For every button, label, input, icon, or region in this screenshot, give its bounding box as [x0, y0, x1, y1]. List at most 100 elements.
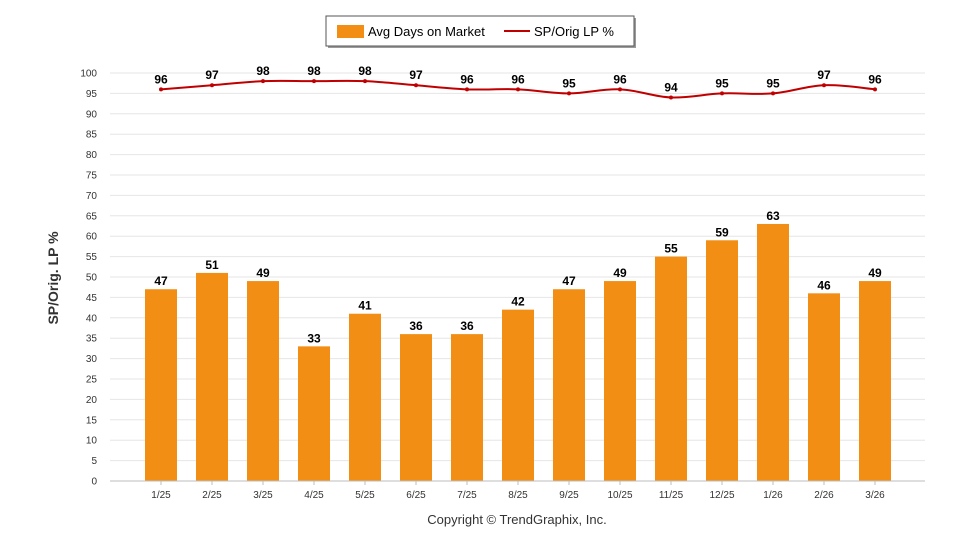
line-point — [516, 87, 520, 92]
bar — [502, 309, 534, 481]
y-axis: 0 5 10 15 20 25 30 35 40 45 50 55 60 65 70 75 80 85 90 95 10… — [80, 69, 97, 488]
x-tick-label: 10/25 — [607, 490, 632, 501]
bar — [298, 346, 330, 481]
bar-data-label: 63 — [766, 209, 780, 223]
bar-data-label: 47 — [562, 274, 576, 288]
line-point — [159, 87, 163, 92]
bar — [145, 289, 177, 481]
y-tick-label: 55 — [86, 252, 98, 263]
y-tick-label: 15 — [86, 415, 98, 426]
bar-data-label: 36 — [409, 319, 423, 333]
x-tick-label: 3/26 — [865, 490, 885, 501]
line-data-label: 96 — [511, 72, 525, 86]
y-tick-label: 65 — [86, 211, 98, 222]
y-tick-label: 30 — [86, 354, 98, 365]
line-point — [771, 91, 775, 96]
bar — [553, 289, 585, 481]
line-data-label: 98 — [256, 64, 270, 78]
line-point — [363, 79, 367, 84]
x-tick-label: 2/26 — [814, 490, 834, 501]
line-data-label: 95 — [766, 76, 780, 90]
y-tick-label: 45 — [86, 293, 98, 304]
bar-data-label: 47 — [154, 274, 168, 288]
x-tick-label: 6/25 — [406, 490, 426, 501]
y-tick-label: 20 — [86, 395, 98, 406]
line-point — [567, 91, 571, 96]
y-tick-label: 0 — [91, 477, 97, 488]
bar-data-label: 49 — [613, 266, 627, 280]
line-data-label: 94 — [664, 80, 678, 94]
line-data-label: 96 — [613, 72, 627, 86]
bar — [859, 281, 891, 481]
y-tick-label: 75 — [86, 171, 98, 182]
bar-data-label: 51 — [205, 258, 219, 272]
bar-data-label: 33 — [307, 331, 321, 345]
bar — [757, 223, 789, 481]
line-point — [210, 83, 214, 88]
y-tick-label: 50 — [86, 273, 98, 284]
line-point — [669, 95, 673, 100]
line-data-label: 96 — [460, 72, 474, 86]
y-tick-label: 90 — [86, 109, 98, 120]
y-tick-label: 70 — [86, 191, 98, 202]
x-tick-label: 11/25 — [659, 490, 684, 501]
y-tick-label: 60 — [86, 232, 98, 243]
legend-label-line: SP/Orig LP % — [534, 24, 614, 39]
bar — [604, 281, 636, 481]
bar-data-label: 42 — [511, 295, 525, 309]
legend-box — [325, 15, 635, 47]
line-data-label: 98 — [358, 64, 372, 78]
legend-swatch-bar — [337, 25, 364, 38]
y-tick-label: 80 — [86, 150, 98, 161]
line-data-label: 96 — [154, 72, 168, 86]
x-tick-label: 3/25 — [253, 490, 273, 501]
bar-data-label: 46 — [817, 278, 831, 292]
line-point — [720, 91, 724, 96]
bar — [349, 313, 381, 481]
x-tick-label: 12/25 — [709, 490, 734, 501]
x-tick-label: 2/25 — [202, 490, 222, 501]
line-data-label: 97 — [409, 68, 423, 82]
y-tick-label: 85 — [86, 130, 98, 141]
bar — [247, 281, 279, 481]
bar — [196, 272, 228, 481]
line-point — [261, 79, 265, 84]
line-data-label: 97 — [817, 68, 831, 82]
line-data-label: 95 — [562, 76, 576, 90]
bar-data-label: 36 — [460, 319, 474, 333]
line-data-label: 98 — [307, 64, 321, 78]
x-axis: 1/25 2/25 3/25 4/25 5/25 6/25 7/25 8/25 9/25 10/2… — [110, 480, 925, 501]
y-tick-label: 40 — [86, 313, 98, 324]
x-tick-label: 5/25 — [355, 490, 375, 501]
line-series: 96 97 98 98 98 97 96 96 95 96 94 95 95 97 96 — [154, 64, 882, 100]
x-tick-label: 8/25 — [508, 490, 528, 501]
line-point — [618, 87, 622, 92]
bar-data-label: 49 — [868, 266, 882, 280]
x-tick-label: 1/26 — [763, 490, 783, 501]
copyright-text: Copyright © TrendGraphix, Inc. — [427, 512, 606, 527]
y-tick-label: 10 — [86, 436, 98, 447]
line-point — [465, 87, 469, 92]
bar — [400, 334, 432, 481]
bar-data-label: 55 — [664, 242, 678, 256]
bar-data-label: 41 — [358, 299, 372, 313]
legend-label-bar: Avg Days on Market — [368, 24, 485, 39]
y-tick-label: 25 — [86, 375, 98, 386]
x-tick-label: 4/25 — [304, 490, 324, 501]
bar — [706, 240, 738, 481]
line-point — [312, 79, 316, 84]
bar-series: 47 51 49 33 41 36 36 42 47 49 55 59 63 46 49 — [145, 209, 891, 481]
bar — [655, 256, 687, 481]
y-axis-label: SP/Orig. LP % — [45, 231, 61, 325]
bar-data-label: 59 — [715, 225, 729, 239]
y-tick-label: 95 — [86, 89, 98, 100]
x-tick-label: 9/25 — [559, 490, 579, 501]
line-point — [414, 83, 418, 88]
x-tick-label: 1/25 — [151, 490, 171, 501]
y-tick-label: 35 — [86, 334, 98, 345]
line-data-label: 95 — [715, 76, 729, 90]
bar — [808, 293, 840, 481]
bar-data-label: 49 — [256, 266, 270, 280]
y-tick-label: 100 — [80, 69, 97, 80]
